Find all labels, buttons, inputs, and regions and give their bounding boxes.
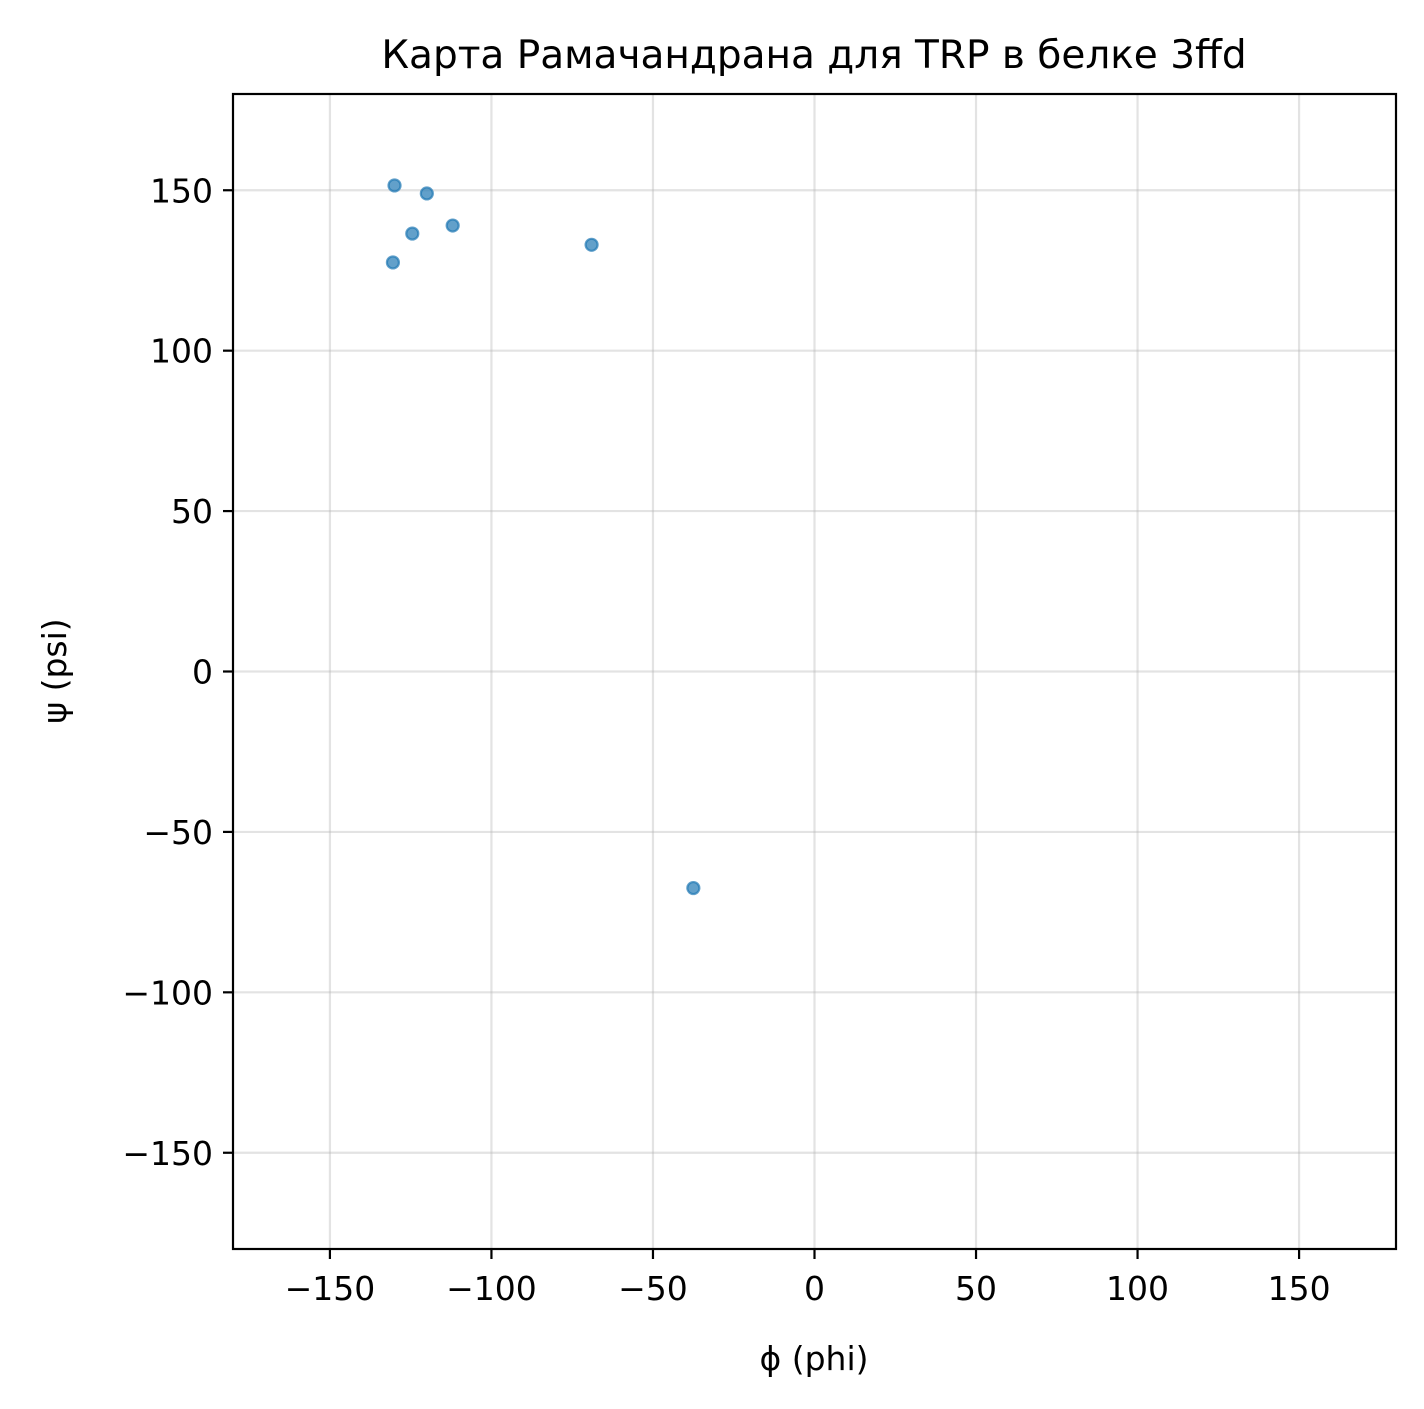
y-tick-label: −150: [122, 1134, 213, 1173]
x-tick-label: 150: [1268, 1269, 1331, 1308]
data-point: [445, 218, 460, 233]
x-tick-label: −150: [285, 1269, 376, 1308]
y-tick-label: −50: [143, 813, 213, 852]
x-tick-label: 50: [955, 1269, 997, 1308]
data-point: [686, 880, 701, 896]
y-tick-label: 50: [171, 492, 213, 531]
x-axis: −150 −100 −50 0 50 100 150: [285, 1249, 1331, 1308]
data-point: [419, 186, 434, 201]
x-tick-label: −50: [618, 1269, 688, 1308]
data-points: [385, 178, 701, 896]
chart-title: Карта Рамачандрана для TRP в белке 3ffd: [381, 33, 1246, 78]
data-point: [584, 237, 599, 252]
data-point: [405, 226, 420, 241]
y-tick-label: −100: [122, 973, 213, 1012]
y-tick-label: 0: [192, 653, 213, 692]
data-point: [387, 178, 402, 193]
y-tick-label: 100: [150, 332, 213, 371]
x-tick-label: −100: [446, 1269, 537, 1308]
data-point: [385, 255, 401, 270]
x-tick-label: 100: [1106, 1269, 1169, 1308]
x-tick-label: 0: [804, 1269, 825, 1308]
x-axis-label: ϕ (phi): [759, 1339, 868, 1378]
grid: [233, 94, 1396, 1249]
y-axis-label: ψ (psi): [35, 618, 74, 723]
y-tick-label: 150: [150, 171, 213, 210]
y-axis: −150 −100 −50 0 50 100 150: [122, 171, 233, 1173]
